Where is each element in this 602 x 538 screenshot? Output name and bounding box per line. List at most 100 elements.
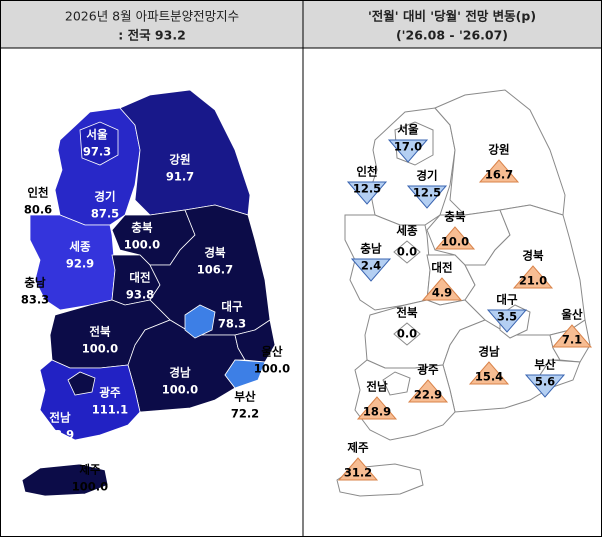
region-name: 강원 xyxy=(488,143,509,157)
region-value: 100.0 xyxy=(124,238,160,252)
region-busan xyxy=(224,359,266,389)
region-name: 대전 xyxy=(129,271,150,285)
left-subtitle: : 전국 93.2 xyxy=(118,28,186,43)
region-name: 전남 xyxy=(366,380,388,394)
change-marker xyxy=(512,265,554,289)
region-name: 경기 xyxy=(94,190,115,204)
left-title: 2026년 8월 아파트분양전망지수 xyxy=(65,9,239,24)
change-marker xyxy=(524,374,566,398)
region-change: 12.5 xyxy=(353,182,381,196)
region-change: 17.0 xyxy=(394,140,422,154)
region-name: 충북 xyxy=(444,210,466,224)
region-change: 10.0 xyxy=(441,235,469,249)
region-name: 부산 xyxy=(234,390,256,404)
region-name: 부산 xyxy=(534,358,556,372)
left-labels: 강원 91.7 경기 87.5 서울 97.3 인천 80.6 충북 100.0 세종 92.9 충남 8… xyxy=(21,128,290,494)
region-seoul xyxy=(79,121,119,166)
change-marker xyxy=(434,226,476,250)
change-marker xyxy=(421,277,463,301)
region-gwangju xyxy=(67,371,96,396)
region-daegu xyxy=(184,304,216,339)
region-name: 대구 xyxy=(221,300,243,314)
header-band xyxy=(1,1,601,48)
right-subtitle: ('26.08 - '26.07) xyxy=(396,28,508,43)
region-name: 충남 xyxy=(360,242,382,256)
region-change: 22.9 xyxy=(414,388,442,402)
region-value: 92.9 xyxy=(66,257,94,271)
change-marker xyxy=(486,309,528,333)
region-name: 전북 xyxy=(396,306,418,320)
region-value: 100.0 xyxy=(82,342,118,356)
region-gyeongnam xyxy=(127,319,246,413)
change-marker xyxy=(337,457,379,481)
change-marker xyxy=(468,361,510,385)
region-value: 78.3 xyxy=(218,317,246,331)
region-value: 93.8 xyxy=(126,288,154,302)
region-change: 5.6 xyxy=(535,375,555,389)
region-value: 88.9 xyxy=(46,428,74,442)
region-value: 100.0 xyxy=(72,480,108,494)
region-value: 100.0 xyxy=(162,383,198,397)
change-marker xyxy=(393,240,421,264)
region-jeonnam xyxy=(39,359,141,441)
region-name: 경남 xyxy=(169,366,191,380)
change-marker xyxy=(393,322,421,346)
region-name: 울산 xyxy=(261,345,283,359)
region-value: 100.0 xyxy=(254,362,290,376)
region-name: 광주 xyxy=(99,386,121,400)
region-value: 80.6 xyxy=(24,203,52,217)
region-value: 97.3 xyxy=(83,145,111,159)
region-value: 72.2 xyxy=(231,407,259,421)
region-change: 16.7 xyxy=(485,168,513,182)
region-change: 7.1 xyxy=(562,333,582,347)
region-name: 경남 xyxy=(478,345,500,359)
right-labels: 서울 17.0 인천 12.5 경기 12.5 강원 16.7 세종 0.0 충북 10.0 충남 2.4… xyxy=(337,123,593,481)
region-value: 87.5 xyxy=(91,207,119,221)
region-change: 31.2 xyxy=(344,466,372,480)
region-name: 세종 xyxy=(69,240,91,254)
right-title: '전월' 대비 '당월' 전망 변동(p) xyxy=(368,9,536,24)
region-name: 광주 xyxy=(417,363,439,377)
change-marker xyxy=(356,396,398,420)
region-name: 경북 xyxy=(522,249,544,263)
region-name: 제주 xyxy=(347,441,369,455)
region-name: 대구 xyxy=(496,293,518,307)
region-change: 18.9 xyxy=(363,405,391,419)
region-change: 0.0 xyxy=(397,327,417,341)
region-change: 12.5 xyxy=(413,186,441,200)
region-value: 106.7 xyxy=(197,263,233,277)
region-gyeongnam xyxy=(442,319,561,413)
region-change: 15.4 xyxy=(475,370,503,384)
region-name: 서울 xyxy=(397,123,419,137)
region-name: 인천 xyxy=(356,165,377,179)
region-name: 세종 xyxy=(396,224,418,238)
region-name: 충남 xyxy=(24,276,46,290)
region-value: 91.7 xyxy=(166,170,194,184)
region-name: 제주 xyxy=(79,463,101,477)
region-jeju xyxy=(21,463,109,497)
region-value: 83.3 xyxy=(21,293,49,307)
region-change: 0.0 xyxy=(397,245,417,259)
region-ulsan xyxy=(234,319,276,363)
change-marker xyxy=(387,139,429,163)
region-jeonnam xyxy=(354,359,456,441)
change-marker xyxy=(350,258,392,282)
region-name: 경기 xyxy=(416,169,437,183)
region-name: 서울 xyxy=(86,128,108,142)
change-marker xyxy=(346,181,388,205)
region-name: 경북 xyxy=(204,246,226,260)
region-name: 대전 xyxy=(431,261,452,275)
change-marker xyxy=(406,185,448,209)
region-value: 111.1 xyxy=(92,403,128,417)
region-change: 4.9 xyxy=(432,286,452,300)
region-change: 2.4 xyxy=(361,259,381,273)
region-change: 21.0 xyxy=(519,274,547,288)
region-name: 울산 xyxy=(561,308,583,322)
change-marker xyxy=(407,379,449,403)
left-map xyxy=(21,89,276,497)
region-name: 강원 xyxy=(169,153,190,167)
region-name: 충북 xyxy=(131,221,153,235)
region-name: 인천 xyxy=(27,186,48,200)
